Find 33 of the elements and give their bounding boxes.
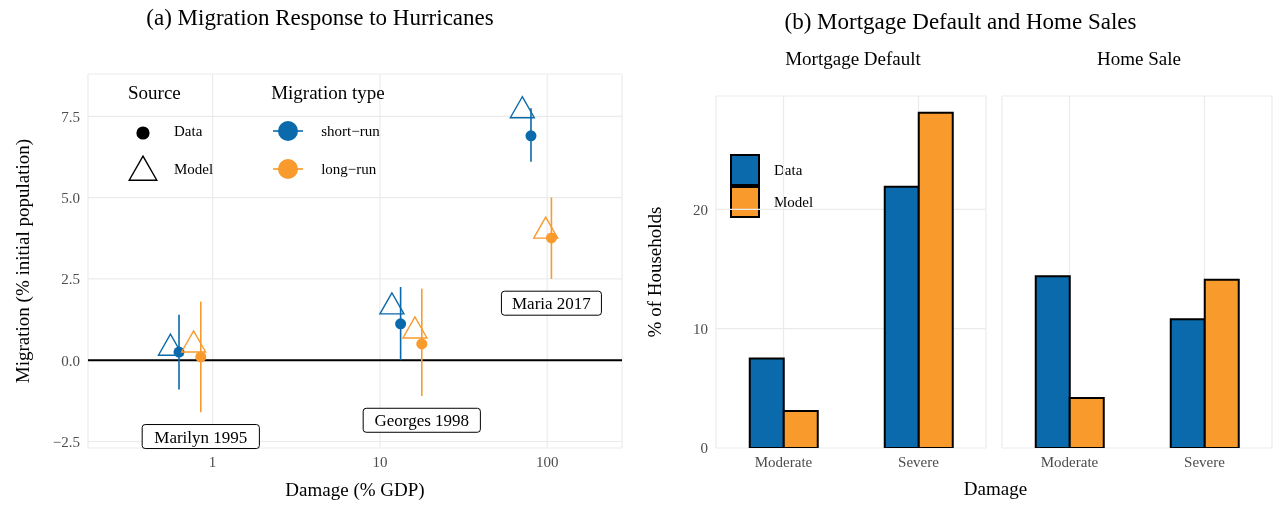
x-axis-title: Damage [962,478,1029,500]
x-tick-label: Moderate [754,453,813,470]
y-tick-label: 7.5 [61,108,80,125]
annotation: Marilyn 1995 [154,427,248,447]
legend-label: short−run [321,122,380,140]
y-tick-label: 5.0 [61,189,80,206]
annotation: Model [174,160,214,178]
y-tick-label: 20 [693,201,708,218]
x-axis-title: Damage (% GDP) [285,479,425,501]
x-tick-label: 1 [208,453,217,470]
x-tick-label: Severe [1184,453,1226,470]
x-tick-label: 100 [535,453,559,470]
chart-subtitle: Home Sale [1096,47,1182,71]
legend-label: Model [774,193,814,211]
x-tick-label: Severe [898,453,940,470]
y-tick-label: 2.5 [61,271,80,288]
y-tick-label: 10 [693,321,708,337]
chart-title: (b) Mortgage Default and Home Sales [783,8,1138,36]
chart-subtitle: Mortgage Default [784,47,922,71]
chart-title: (a) Migration Response to Hurricanes [145,4,495,32]
legend-label: long−run [321,160,377,178]
annotation: Maria 2017 [512,294,592,314]
annotation: Data [174,122,203,140]
y-axis-title: % of Households [643,206,665,338]
y-axis-title: Migration (% initial population) [11,138,34,384]
x-tick-label: Moderate [1040,453,1099,470]
y-tick-label: 0.0 [61,352,80,369]
legend-title: Migration type [271,82,385,104]
y-tick-label: 0 [700,440,708,457]
annotation: Georges 1998 [374,411,470,431]
y-tick-label: −2.5 [52,433,80,450]
x-tick-label: 10 [372,453,388,470]
annotation: Source [128,82,182,104]
